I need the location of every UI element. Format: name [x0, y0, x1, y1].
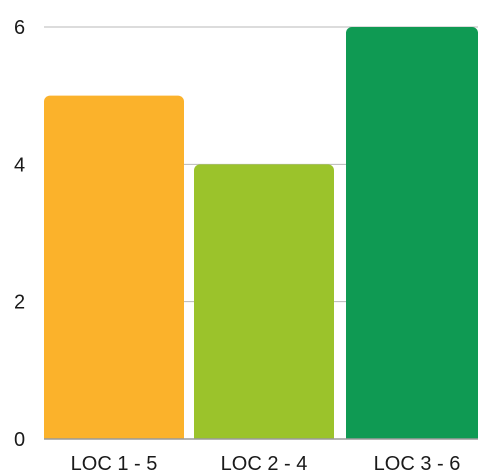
y-tick-label: 6: [14, 17, 25, 39]
bar-2-base: [194, 431, 334, 439]
bar-3-base: [346, 431, 478, 439]
bars: [44, 27, 478, 440]
x-category-label: LOC 2 - 4: [221, 453, 308, 475]
bar-1: [44, 95, 184, 440]
y-tick-label: 2: [14, 292, 25, 314]
bar-3: [346, 27, 478, 439]
x-category-label: LOC 3 - 6: [374, 453, 461, 475]
y-tick-label: 4: [14, 154, 25, 176]
axes: 0 2 4 6 LOC 1 - 5 LOC 2 - 4 LOC 3 - 6: [14, 17, 478, 475]
bar-1-base: [44, 431, 184, 439]
x-category-label: LOC 1 - 5: [71, 453, 158, 475]
bar-2: [194, 164, 334, 440]
y-tick-label: 0: [14, 429, 25, 451]
